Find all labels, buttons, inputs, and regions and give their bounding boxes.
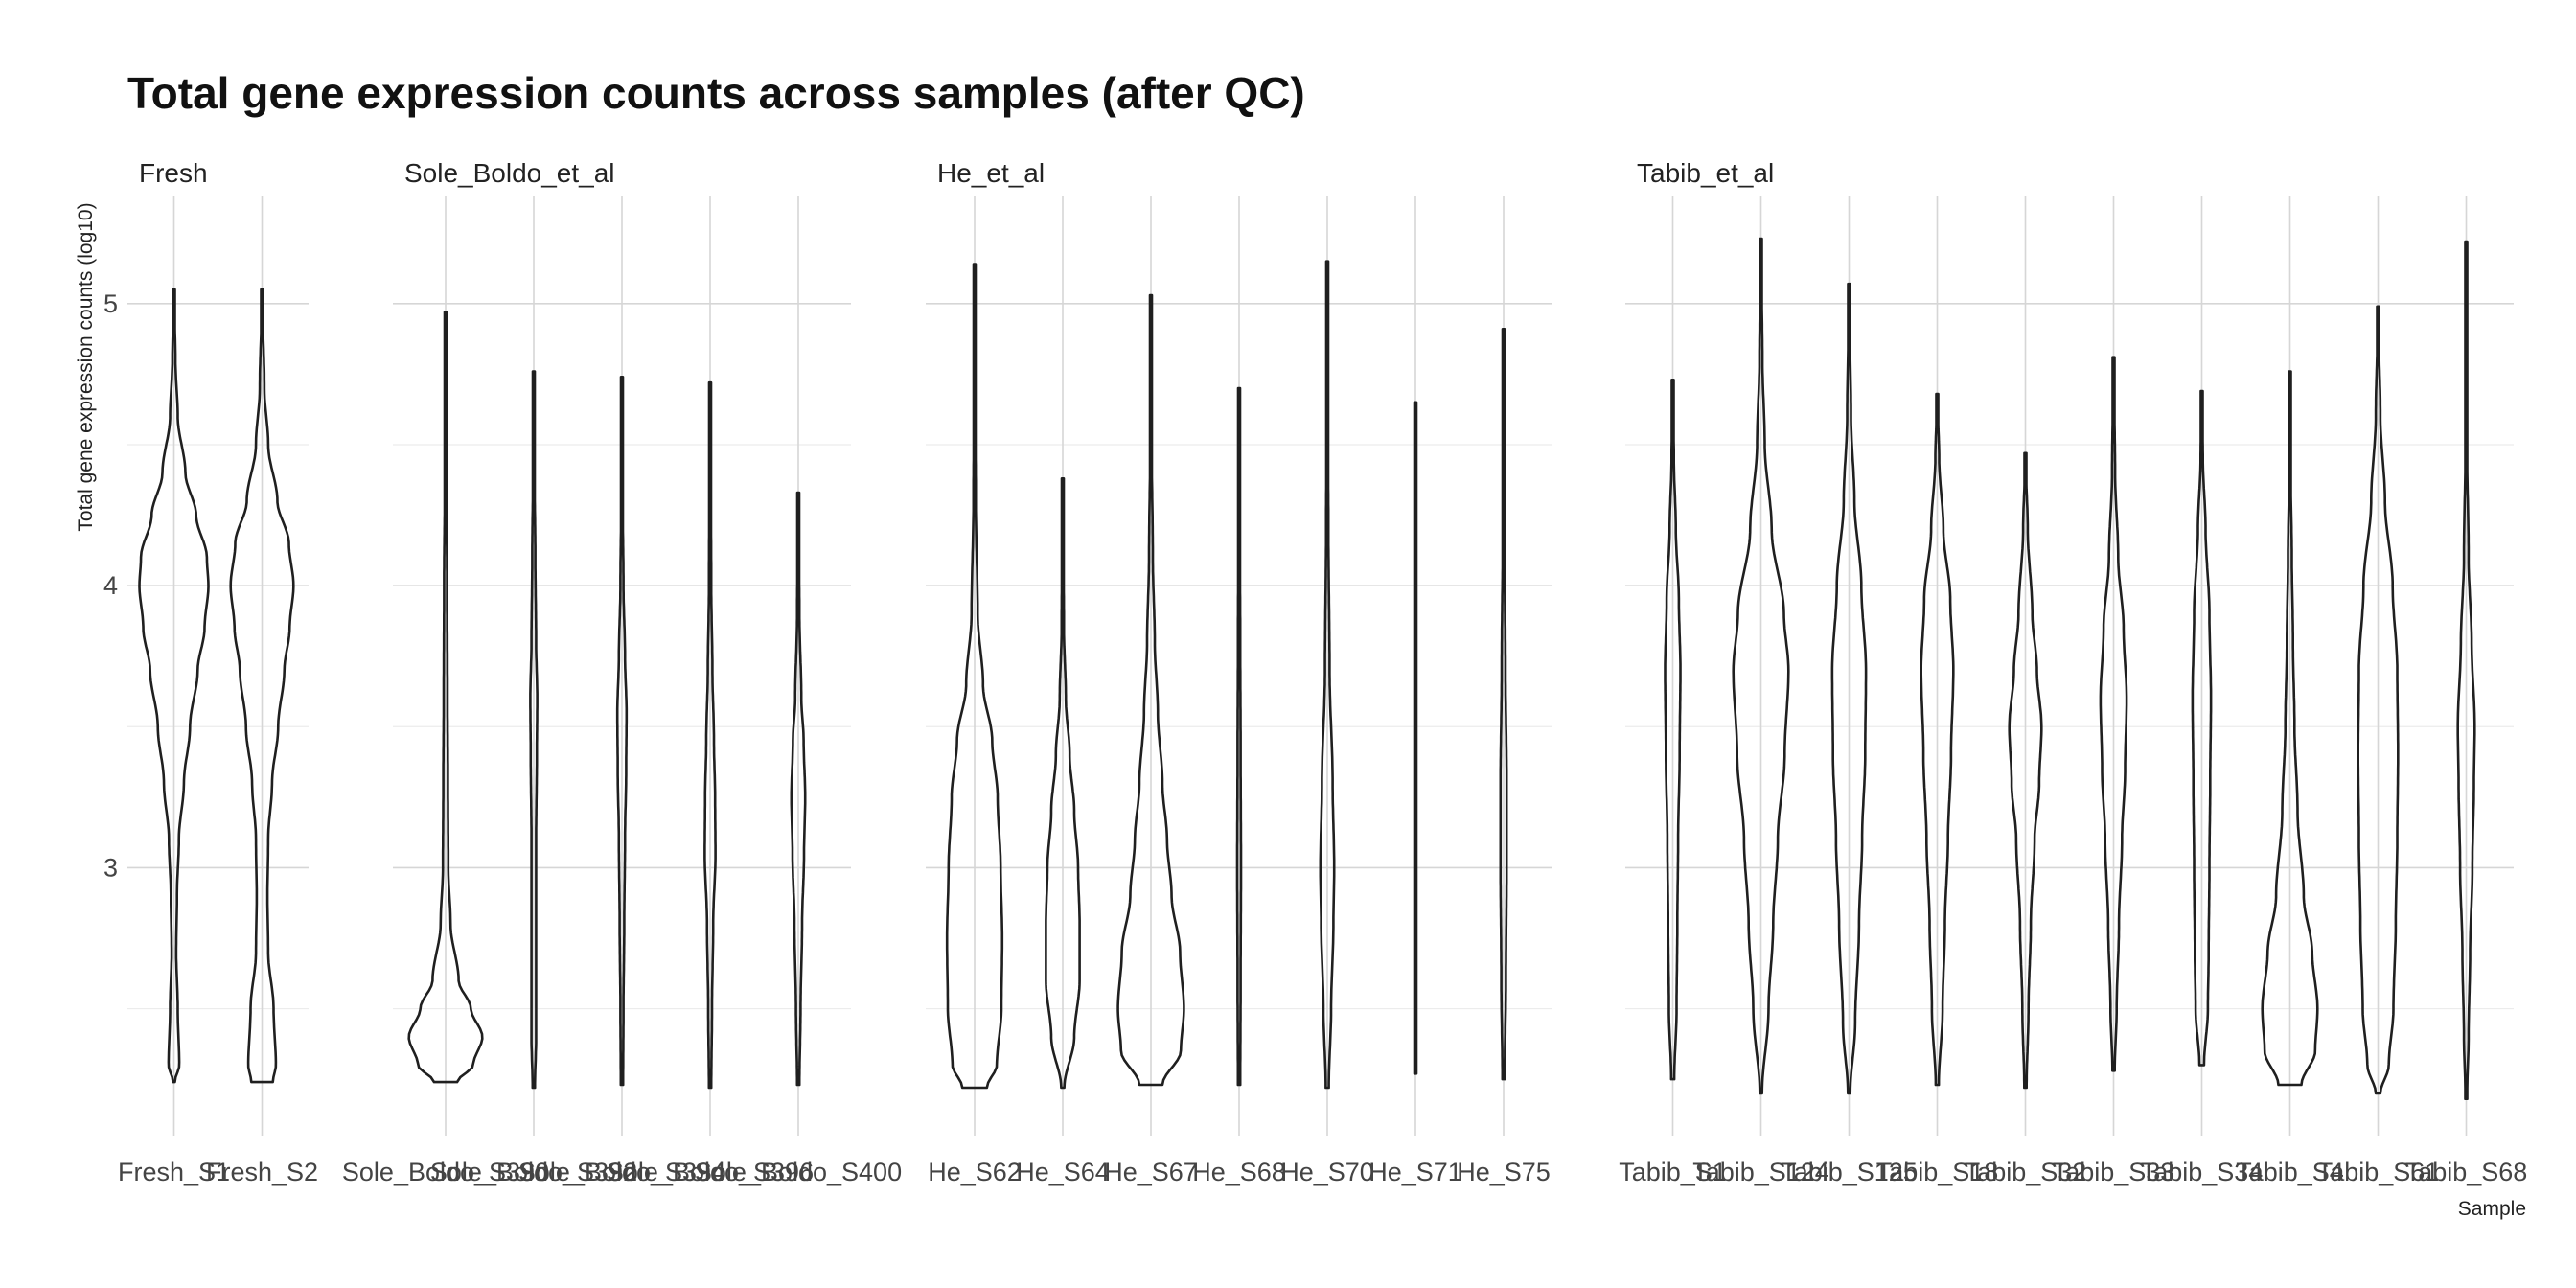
violin-sole-boldo-s396 — [703, 380, 717, 1090]
violin-he-s68 — [1235, 386, 1243, 1087]
x-axis-label: Sample — [2458, 1198, 2526, 1220]
facet-strip-label: Fresh — [139, 158, 208, 188]
violin-he-s62 — [945, 263, 1004, 1090]
x-tick-label: He_S62 — [928, 1158, 1022, 1186]
x-tick-label: He_S64 — [1016, 1158, 1110, 1186]
x-tick-label: Tabib_S18 — [1876, 1158, 1999, 1186]
x-tick-label: Sole_Boldo_S394 — [518, 1158, 725, 1186]
violin-tabib-s4 — [2261, 370, 2319, 1087]
violin-tabib-s1 — [1664, 379, 1682, 1081]
violin-he-s70 — [1319, 260, 1336, 1090]
facet-strip-label: He_et_al — [937, 158, 1045, 188]
x-tick-label: Tabib_S33 — [2053, 1158, 2175, 1186]
x-tick-label: Fresh_S2 — [206, 1158, 318, 1186]
facet-strip-label: Sole_Boldo_et_al — [404, 158, 615, 188]
x-tick-label: Tabib_S4 — [2236, 1158, 2344, 1186]
violin-tabib-s61 — [2357, 305, 2400, 1095]
x-tick-label: Tabib_S34 — [2141, 1158, 2264, 1186]
violin-he-s75 — [1499, 328, 1508, 1081]
facet-panel-he-et-al: He_et_alHe_S62He_S64He_S67He_S68He_S70He… — [926, 158, 1552, 1186]
facet-strip-label: Tabib_et_al — [1637, 158, 1774, 188]
violin-sole-boldo-s392 — [529, 370, 539, 1090]
x-tick-label: Tabib_S68 — [2405, 1158, 2528, 1186]
x-tick-label: He_S67 — [1104, 1158, 1198, 1186]
violin-tabib-s18 — [1920, 392, 1955, 1087]
violin-sole-boldo-s400 — [790, 491, 807, 1087]
violin-he-s67 — [1116, 293, 1185, 1087]
violin-sole-boldo-s394 — [615, 376, 629, 1087]
violin-sole-boldo-s390 — [407, 310, 484, 1084]
y-tick-label: 4 — [104, 571, 118, 600]
violin-tabib-s34 — [2191, 389, 2213, 1067]
x-tick-label: Tabib_S61 — [2317, 1158, 2440, 1186]
x-tick-label: Tabib_S125 — [1781, 1158, 1918, 1186]
x-tick-label: Fresh_S1 — [118, 1158, 230, 1186]
y-tick-label: 3 — [104, 853, 118, 882]
x-tick-label: Sole_Boldo_S390 — [342, 1158, 549, 1186]
x-tick-label: Tabib_S124 — [1692, 1158, 1829, 1186]
x-tick-label: Tabib_S1 — [1619, 1158, 1727, 1186]
violin-tabib-s68 — [2456, 240, 2476, 1100]
x-tick-label: He_S70 — [1280, 1158, 1374, 1186]
x-tick-label: He_S75 — [1457, 1158, 1551, 1186]
y-axis-label: Total gene expression counts (log10) — [75, 202, 97, 531]
facet-panel-sole-boldo-et-al: Sole_Boldo_et_alSole_Boldo_S390Sole_Bold… — [342, 158, 902, 1186]
violin-fresh-s2 — [229, 288, 295, 1084]
violin-tabib-s125 — [1830, 282, 1868, 1095]
x-tick-label: He_S71 — [1368, 1158, 1462, 1186]
x-tick-label: Tabib_S32 — [1965, 1158, 2087, 1186]
violin-tabib-s33 — [2099, 356, 2128, 1072]
violin-fresh-s1 — [138, 288, 210, 1084]
violin-he-s71 — [1413, 401, 1418, 1075]
chart-title: Total gene expression counts across samp… — [127, 68, 1305, 118]
violin-he-s64 — [1045, 477, 1081, 1090]
x-tick-label: Sole_Boldo_S396 — [607, 1158, 814, 1186]
x-tick-label: Sole_Boldo_S392 — [430, 1158, 637, 1186]
violin-tabib-s32 — [2008, 451, 2043, 1090]
violin-tabib-s124 — [1732, 237, 1790, 1095]
x-tick-label: He_S68 — [1192, 1158, 1286, 1186]
y-tick-label: 5 — [104, 289, 118, 318]
x-tick-label: Sole_Boldo_S400 — [695, 1158, 902, 1186]
facet-panel-tabib-et-al: Tabib_et_alTabib_S1Tabib_S124Tabib_S125T… — [1619, 158, 2527, 1186]
